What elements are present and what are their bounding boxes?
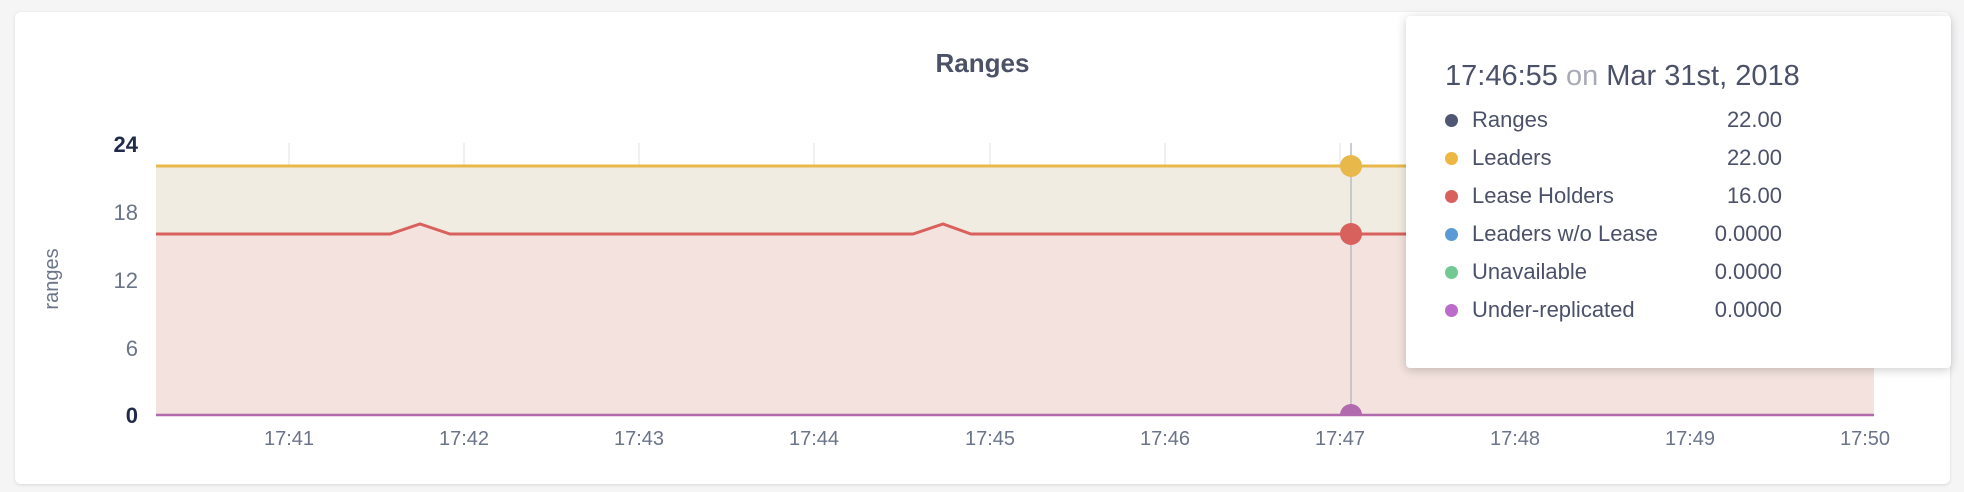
svg-text:24: 24 (114, 132, 139, 157)
svg-text:12: 12 (114, 268, 138, 293)
svg-text:ranges: ranges (41, 248, 63, 309)
svg-text:17:45: 17:45 (965, 428, 1015, 450)
svg-text:0: 0 (126, 403, 138, 428)
svg-text:17:42: 17:42 (439, 428, 489, 450)
svg-text:17:46: 17:46 (1140, 428, 1190, 450)
svg-text:17:43: 17:43 (614, 428, 664, 450)
svg-text:17:44: 17:44 (789, 428, 839, 450)
svg-text:17:48: 17:48 (1490, 428, 1540, 450)
svg-text:18: 18 (114, 200, 138, 225)
svg-text:17:47: 17:47 (1315, 428, 1365, 450)
svg-text:17:49: 17:49 (1665, 428, 1715, 450)
svg-text:17:41: 17:41 (264, 428, 314, 450)
svg-text:17:50: 17:50 (1840, 428, 1890, 450)
svg-text:6: 6 (126, 336, 138, 361)
